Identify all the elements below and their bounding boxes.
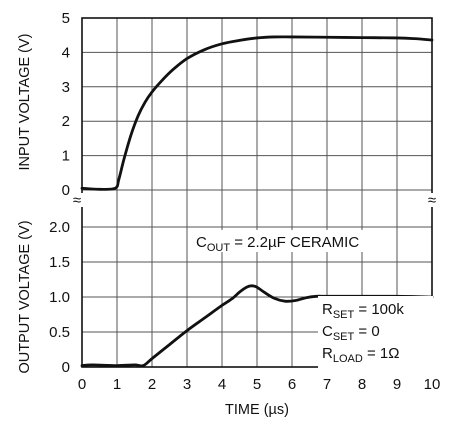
x-tick-label: 10 — [424, 376, 441, 393]
x-axis-title: TIME (µs) — [225, 402, 289, 418]
top-y-axis-title: INPUT VOLTAGE (V) — [17, 34, 33, 171]
x-tick-label: 5 — [253, 376, 261, 393]
x-tick-label: 7 — [323, 376, 331, 393]
x-tick-label: 8 — [358, 376, 366, 393]
input-voltage-line — [80, 35, 434, 191]
x-tick-label: 4 — [218, 376, 226, 393]
plot-frame — [81, 17, 433, 368]
rload-annotation: RLOAD = 1Ω — [322, 345, 399, 365]
cout-annotation: COUT = 2.2µF CERAMIC — [196, 234, 359, 254]
x-tick-label: 1 — [113, 376, 121, 393]
x-tick-label: 9 — [393, 376, 401, 393]
cset-annotation: CSET = 0 — [322, 323, 380, 343]
bottom-y-tick-label: 1.5 — [49, 254, 70, 271]
x-tick-label: 2 — [148, 376, 156, 393]
bottom-y-tick-label: 1.0 — [49, 289, 70, 306]
top-y-tick-label: 3 — [62, 79, 70, 96]
top-y-tick-label: 2 — [62, 113, 70, 130]
top-y-tick-label: 5 — [62, 10, 70, 27]
top-y-tick-label: 4 — [62, 44, 70, 61]
x-tick-label: 3 — [183, 376, 191, 393]
axis-break: ≈ ≈ — [70, 192, 439, 209]
rset-annotation: RSET = 100k — [322, 301, 404, 321]
x-tick-label: 6 — [288, 376, 296, 393]
axis-break-left: ≈ — [73, 192, 81, 209]
bottom-y-tick-label: 0 — [62, 359, 70, 376]
output-voltage-line — [80, 284, 434, 368]
series-layer — [80, 35, 434, 368]
bottom-y-tick-label: 2.0 — [49, 219, 70, 236]
x-tick-label: 0 — [78, 376, 86, 393]
tick-labels: 0 1 2 3 4 5 6 7 8 9 10 0 1 2 3 4 5 0 0.5 1.0 1.5 2.0 — [49, 10, 440, 393]
top-y-tick-label: 1 — [62, 148, 70, 165]
bottom-y-tick-label: 0.5 — [49, 324, 70, 341]
top-y-tick-label: 0 — [62, 182, 70, 199]
bottom-y-axis-title: OUTPUT VOLTAGE (V) — [17, 220, 33, 373]
plot-border — [81, 17, 433, 368]
axis-break-right: ≈ — [428, 192, 436, 209]
